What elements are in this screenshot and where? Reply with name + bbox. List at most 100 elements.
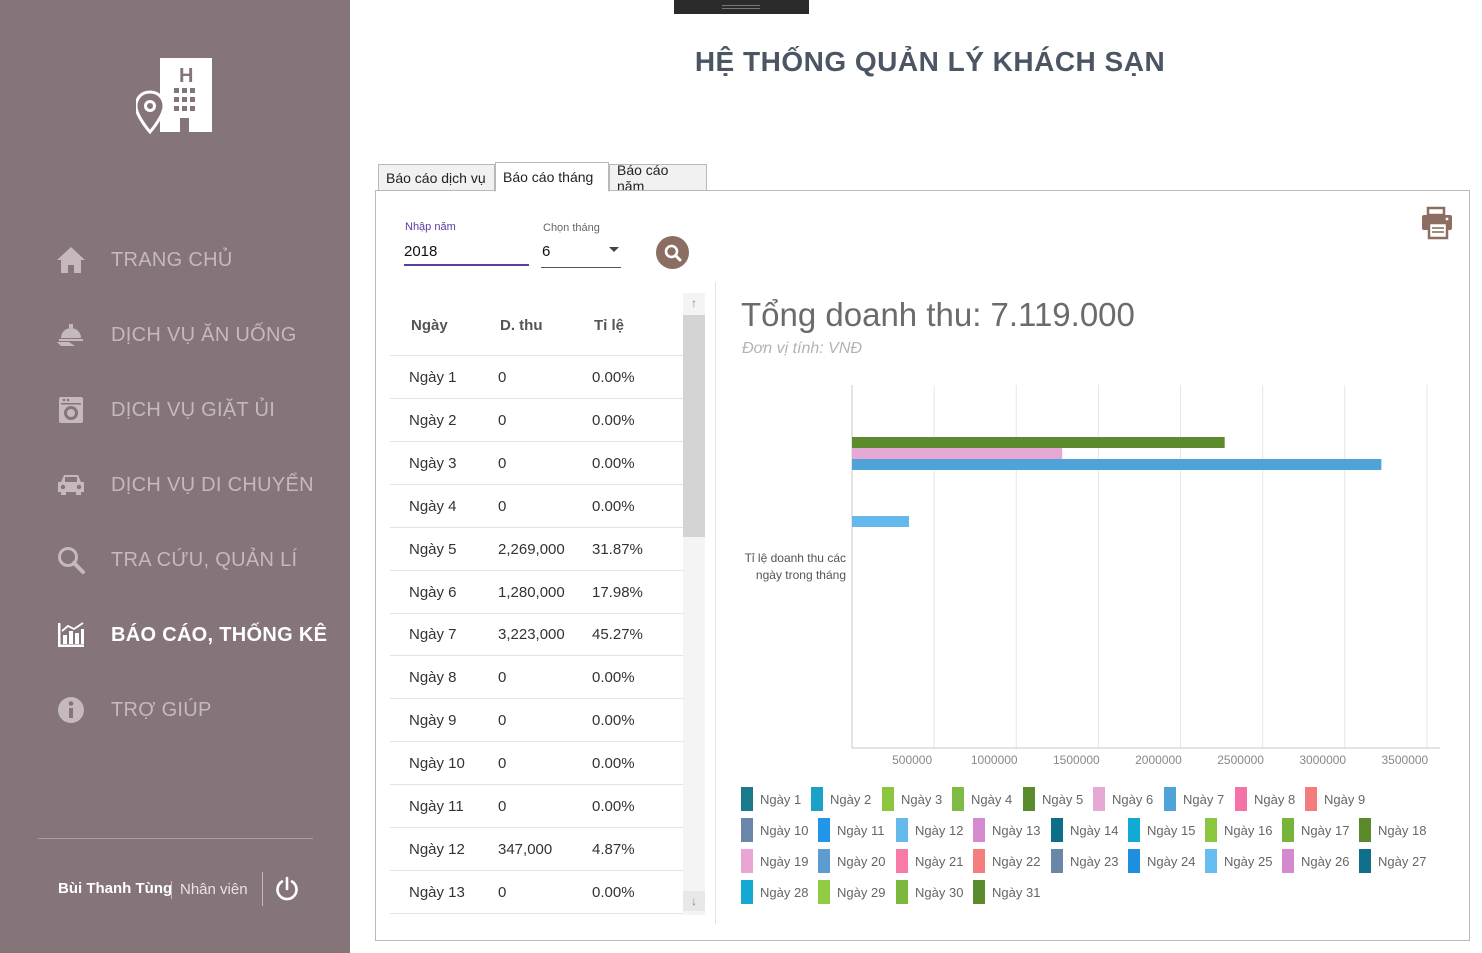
legend-item[interactable]: Ngày 14 bbox=[1051, 818, 1118, 842]
table-row[interactable]: Ngày 7 3,223,000 45.27% bbox=[390, 613, 683, 657]
table-cell-day: Ngày 4 bbox=[409, 497, 457, 515]
legend-label: Ngày 27 bbox=[1378, 853, 1427, 869]
search-button[interactable] bbox=[656, 236, 689, 269]
legend-item[interactable]: Ngày 23 bbox=[1051, 849, 1118, 873]
table-row[interactable]: Ngày 3 0 0.00% bbox=[390, 442, 683, 485]
legend-label: Ngày 8 bbox=[1254, 791, 1296, 807]
sidebar-item-laundry[interactable]: DỊCH VỤ GIẶT ỦI bbox=[54, 390, 344, 430]
legend-item[interactable]: Ngày 11 bbox=[818, 818, 884, 842]
legend-label: Ngày 24 bbox=[1147, 853, 1196, 869]
legend-item[interactable]: Ngày 22 bbox=[973, 849, 1040, 873]
legend-item[interactable]: Ngày 31 bbox=[973, 880, 1040, 904]
table-row[interactable]: Ngày 1 0 0.00% bbox=[390, 356, 683, 399]
table-row[interactable]: Ngày 10 0 0.00% bbox=[390, 742, 683, 786]
window-drag-handle[interactable] bbox=[674, 0, 809, 14]
legend-item[interactable]: Ngày 29 bbox=[818, 880, 885, 904]
scroll-down-arrow-icon[interactable]: ↓ bbox=[683, 891, 705, 911]
bar-ngày-5[interactable] bbox=[852, 437, 1225, 448]
legend-label: Ngày 22 bbox=[992, 853, 1041, 869]
legend-item[interactable]: Ngày 24 bbox=[1128, 849, 1195, 873]
x-tick-label: 3500000 bbox=[1382, 753, 1429, 767]
sidebar-item-help[interactable]: TRỢ GIÚP bbox=[54, 690, 344, 730]
table-cell-revenue: 0 bbox=[498, 669, 507, 687]
legend-swatch bbox=[1164, 787, 1176, 811]
power-icon[interactable] bbox=[274, 876, 300, 902]
legend-item[interactable]: Ngày 9 bbox=[1305, 787, 1365, 811]
legend-item[interactable]: Ngày 20 bbox=[818, 849, 885, 873]
legend-item[interactable]: Ngày 18 bbox=[1359, 818, 1426, 842]
column-header-revenue[interactable]: D. thu bbox=[500, 317, 543, 334]
legend-item[interactable]: Ngày 7 bbox=[1164, 787, 1224, 811]
table-row[interactable]: Ngày 4 0 0.00% bbox=[390, 485, 683, 528]
legend-item[interactable]: Ngày 21 bbox=[896, 849, 963, 873]
bar-ngày-6[interactable] bbox=[852, 448, 1063, 459]
sidebar-item-food-service[interactable]: DỊCH VỤ ĂN UỐNG bbox=[54, 315, 344, 355]
column-header-ratio[interactable]: Tỉ lệ bbox=[594, 317, 625, 334]
legend-label: Ngày 26 bbox=[1301, 853, 1350, 869]
table-row[interactable]: Ngày 8 0 0.00% bbox=[390, 656, 683, 700]
month-select-value: 6 bbox=[542, 243, 551, 260]
sidebar-item-transport[interactable]: DỊCH VỤ DI CHUYỂN bbox=[54, 465, 344, 505]
column-header-day[interactable]: Ngày bbox=[411, 317, 448, 334]
bar-ngày-7[interactable] bbox=[852, 459, 1382, 470]
legend-item[interactable]: Ngày 17 bbox=[1282, 818, 1349, 842]
legend-item[interactable]: Ngày 25 bbox=[1205, 849, 1272, 873]
printer-icon[interactable] bbox=[1419, 205, 1455, 241]
sidebar-item-lookup[interactable]: TRA CỨU, QUẢN LÍ bbox=[54, 540, 344, 580]
legend-item[interactable]: Ngày 28 bbox=[741, 880, 808, 904]
legend-label: Ngày 1 bbox=[760, 791, 802, 807]
table-row[interactable]: Ngày 13 0 0.00% bbox=[390, 871, 683, 914]
legend-label: Ngày 13 bbox=[992, 822, 1041, 838]
report-chart-icon bbox=[54, 618, 88, 652]
table-row[interactable]: Ngày 9 0 0.00% bbox=[390, 699, 683, 743]
legend-item[interactable]: Ngày 30 bbox=[896, 880, 963, 904]
legend-item[interactable]: Ngày 5 bbox=[1023, 787, 1083, 811]
scroll-up-arrow-icon[interactable]: ↑ bbox=[691, 296, 697, 310]
legend-swatch bbox=[1305, 787, 1317, 811]
tab-yearly-report[interactable]: Báo cáo năm bbox=[609, 162, 707, 194]
legend-item[interactable]: Ngày 19 bbox=[741, 849, 808, 873]
legend-label: Ngày 23 bbox=[1070, 853, 1119, 869]
legend-item[interactable]: Ngày 12 bbox=[896, 818, 963, 842]
sidebar-item-label: DỊCH VỤ ĂN UỐNG bbox=[111, 323, 297, 346]
legend-item[interactable]: Ngày 13 bbox=[973, 818, 1040, 842]
table-cell-revenue: 0 bbox=[498, 454, 507, 472]
legend-label: Ngày 14 bbox=[1070, 822, 1119, 838]
table-cell-ratio: 0.00% bbox=[592, 411, 635, 429]
legend-item[interactable]: Ngày 3 bbox=[882, 787, 942, 811]
legend-item[interactable]: Ngày 16 bbox=[1205, 818, 1272, 842]
legend-item[interactable]: Ngày 26 bbox=[1282, 849, 1349, 873]
tab-monthly-report[interactable]: Báo cáo tháng bbox=[495, 162, 609, 192]
legend-swatch bbox=[741, 787, 753, 811]
table-row[interactable]: Ngày 12 347,000 4.87% bbox=[390, 828, 683, 871]
table-scrollbar[interactable]: ↑ ↓ bbox=[683, 293, 705, 915]
revenue-bar-chart: 500000 1000000 1500000 2000000 2500000 300000… bbox=[851, 385, 1440, 767]
table-row[interactable]: Ngày 11 0 0.00% bbox=[390, 785, 683, 828]
legend-item[interactable]: Ngày 15 bbox=[1128, 818, 1195, 842]
scrollbar-thumb[interactable] bbox=[683, 315, 705, 537]
year-input[interactable] bbox=[404, 238, 529, 266]
home-icon bbox=[54, 243, 88, 277]
sidebar-item-reports[interactable]: BÁO CÁO, THỐNG KÊ bbox=[54, 615, 344, 655]
table-cell-revenue: 0 bbox=[498, 883, 507, 901]
legend-item[interactable]: Ngày 4 bbox=[952, 787, 1012, 811]
table-row[interactable]: Ngày 6 1,280,000 17.98% bbox=[390, 571, 683, 614]
month-select[interactable]: 6 bbox=[541, 240, 621, 268]
legend-swatch bbox=[896, 849, 908, 873]
sidebar-item-home[interactable]: TRANG CHỦ bbox=[54, 240, 344, 280]
table-cell-revenue: 1,280,000 bbox=[498, 583, 565, 601]
legend-item[interactable]: Ngày 8 bbox=[1235, 787, 1295, 811]
tab-service-report[interactable]: Báo cáo dịch vụ bbox=[378, 164, 495, 191]
legend-item[interactable]: Ngày 27 bbox=[1359, 849, 1426, 873]
legend-item[interactable]: Ngày 2 bbox=[811, 787, 871, 811]
table-row[interactable]: Ngày 2 0 0.00% bbox=[390, 399, 683, 442]
table-cell-day: Ngày 12 bbox=[409, 840, 465, 858]
bar-ngày-12[interactable] bbox=[852, 516, 909, 527]
legend-item[interactable]: Ngày 1 bbox=[741, 787, 801, 811]
legend-item[interactable]: Ngày 6 bbox=[1093, 787, 1153, 811]
legend-item[interactable]: Ngày 10 bbox=[741, 818, 808, 842]
chevron-down-icon bbox=[609, 247, 619, 252]
table-row[interactable]: Ngày 5 2,269,000 31.87% bbox=[390, 528, 683, 571]
legend-swatch bbox=[1051, 818, 1063, 842]
table-cell-revenue: 0 bbox=[498, 369, 507, 386]
